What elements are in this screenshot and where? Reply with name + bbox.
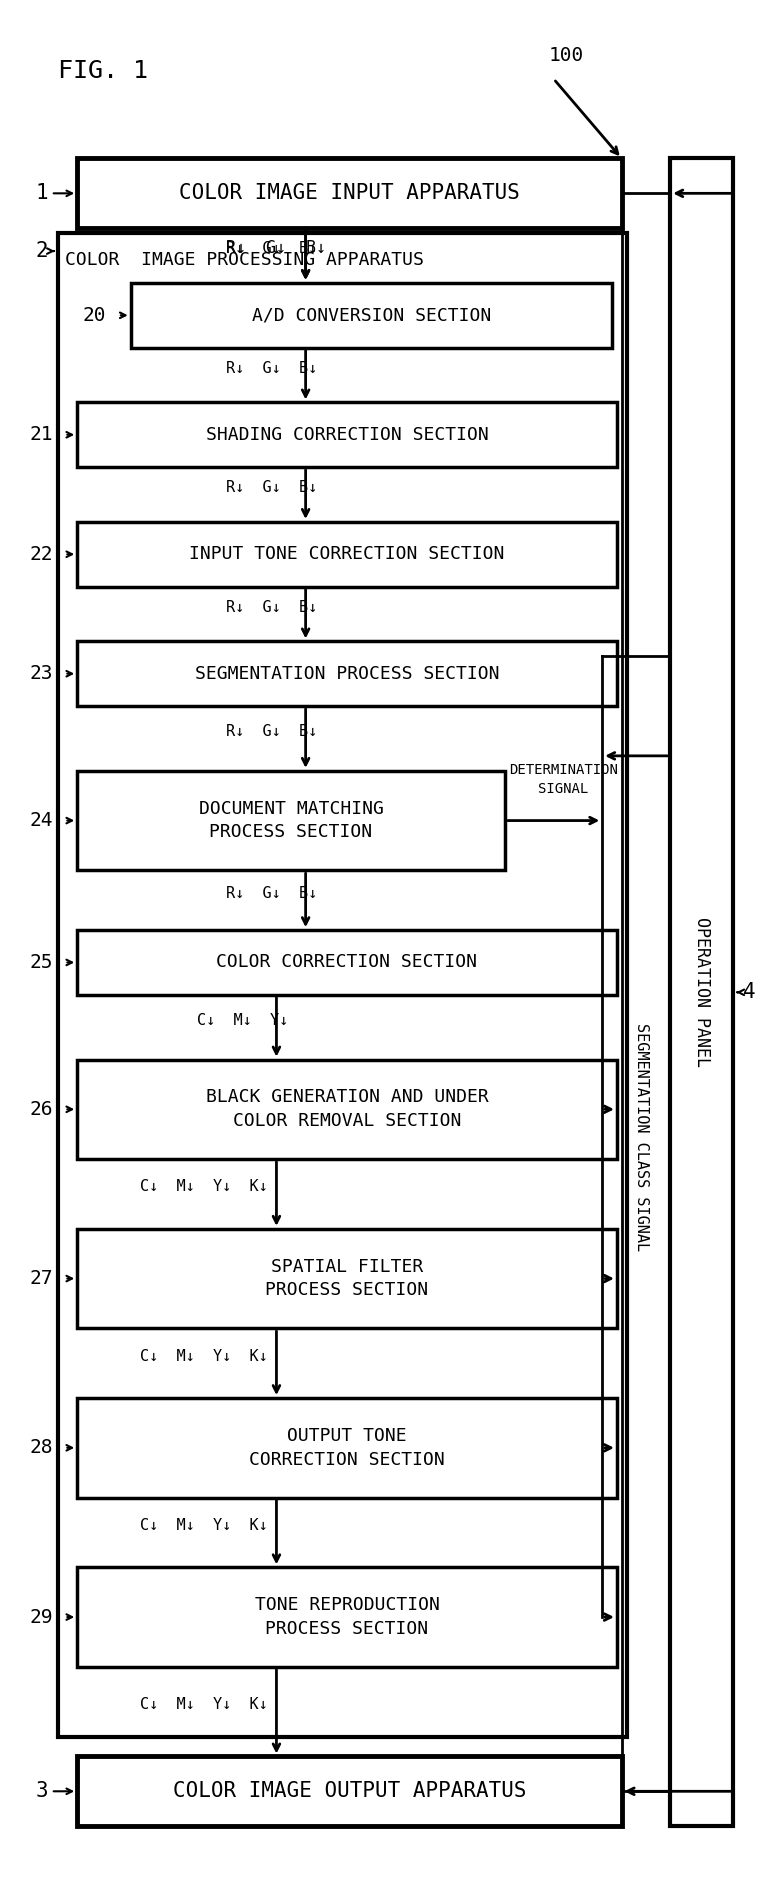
Text: BLACK GENERATION AND UNDER
COLOR REMOVAL SECTION: BLACK GENERATION AND UNDER COLOR REMOVAL… (205, 1089, 489, 1130)
Text: OUTPUT TONE
CORRECTION SECTION: OUTPUT TONE CORRECTION SECTION (249, 1427, 445, 1469)
Text: SPATIAL FILTER
PROCESS SECTION: SPATIAL FILTER PROCESS SECTION (265, 1258, 429, 1300)
Text: 24: 24 (30, 811, 52, 830)
Bar (77, 403, 617, 467)
Text: INPUT TONE CORRECTION SECTION: INPUT TONE CORRECTION SECTION (189, 545, 505, 562)
Bar (58, 234, 626, 1737)
Text: 25: 25 (30, 954, 52, 973)
Text: 1: 1 (35, 182, 48, 203)
Bar (77, 642, 617, 707)
Text: 26: 26 (30, 1100, 52, 1119)
Bar (77, 1229, 617, 1328)
Text: A/D CONVERSION SECTION: A/D CONVERSION SECTION (252, 306, 491, 325)
Text: C↓  M↓  Y↓  K↓: C↓ M↓ Y↓ K↓ (140, 1697, 268, 1712)
Text: 4: 4 (743, 982, 756, 1003)
Text: COLOR  IMAGE PROCESSING APPARATUS: COLOR IMAGE PROCESSING APPARATUS (65, 251, 424, 270)
Text: R↓  G↓  B↓: R↓ G↓ B↓ (226, 239, 327, 256)
Text: C↓  M↓  Y↓  K↓: C↓ M↓ Y↓ K↓ (140, 1349, 268, 1364)
Text: C↓  M↓  Y↓: C↓ M↓ Y↓ (197, 1013, 288, 1028)
Text: TONE REPRODUCTION
PROCESS SECTION: TONE REPRODUCTION PROCESS SECTION (255, 1596, 439, 1638)
Text: COLOR CORRECTION SECTION: COLOR CORRECTION SECTION (217, 954, 477, 971)
Text: OPERATION PANEL: OPERATION PANEL (693, 918, 711, 1068)
Bar (77, 931, 617, 996)
Bar (670, 158, 733, 1826)
Text: R↓  G↓  B↓: R↓ G↓ B↓ (226, 241, 317, 256)
Bar (131, 283, 612, 348)
Text: 2: 2 (35, 241, 48, 260)
Bar (77, 1756, 622, 1826)
Text: 100: 100 (549, 46, 584, 65)
Text: 29: 29 (30, 1607, 52, 1626)
Text: DOCUMENT MATCHING
PROCESS SECTION: DOCUMENT MATCHING PROCESS SECTION (198, 800, 384, 842)
Text: 3: 3 (35, 1782, 48, 1801)
Text: R↓  G↓  B↓: R↓ G↓ B↓ (226, 885, 317, 901)
Text: C↓  M↓  Y↓  K↓: C↓ M↓ Y↓ K↓ (140, 1180, 268, 1195)
Text: 27: 27 (30, 1269, 52, 1288)
Bar (77, 1060, 617, 1159)
Text: R↓  G↓  B↓: R↓ G↓ B↓ (226, 481, 317, 496)
Text: 23: 23 (30, 665, 52, 684)
Text: COLOR IMAGE INPUT APPARATUS: COLOR IMAGE INPUT APPARATUS (179, 182, 520, 203)
Text: R↓  G↓  B↓: R↓ G↓ B↓ (226, 361, 317, 376)
Text: C↓  M↓  Y↓  K↓: C↓ M↓ Y↓ K↓ (140, 1518, 268, 1533)
Text: R↓  G↓  B↓: R↓ G↓ B↓ (226, 600, 317, 614)
Text: 22: 22 (30, 545, 52, 564)
Text: 28: 28 (30, 1438, 52, 1457)
Bar (77, 771, 505, 870)
Text: R↓  G↓  B↓: R↓ G↓ B↓ (226, 724, 317, 739)
Bar (77, 522, 617, 587)
Text: 21: 21 (30, 426, 52, 445)
Bar (77, 1568, 617, 1666)
Text: FIG. 1: FIG. 1 (58, 59, 147, 84)
Text: DETERMINATION
SIGNAL: DETERMINATION SIGNAL (509, 764, 618, 796)
Text: 20: 20 (83, 306, 106, 325)
Bar (77, 158, 622, 228)
Text: SEGMENTATION PROCESS SECTION: SEGMENTATION PROCESS SECTION (195, 665, 499, 682)
Bar (77, 1398, 617, 1497)
Text: SHADING CORRECTION SECTION: SHADING CORRECTION SECTION (205, 426, 489, 445)
Text: SEGMENTATION CLASS SIGNAL: SEGMENTATION CLASS SIGNAL (634, 1022, 648, 1250)
Text: COLOR IMAGE OUTPUT APPARATUS: COLOR IMAGE OUTPUT APPARATUS (173, 1782, 526, 1801)
